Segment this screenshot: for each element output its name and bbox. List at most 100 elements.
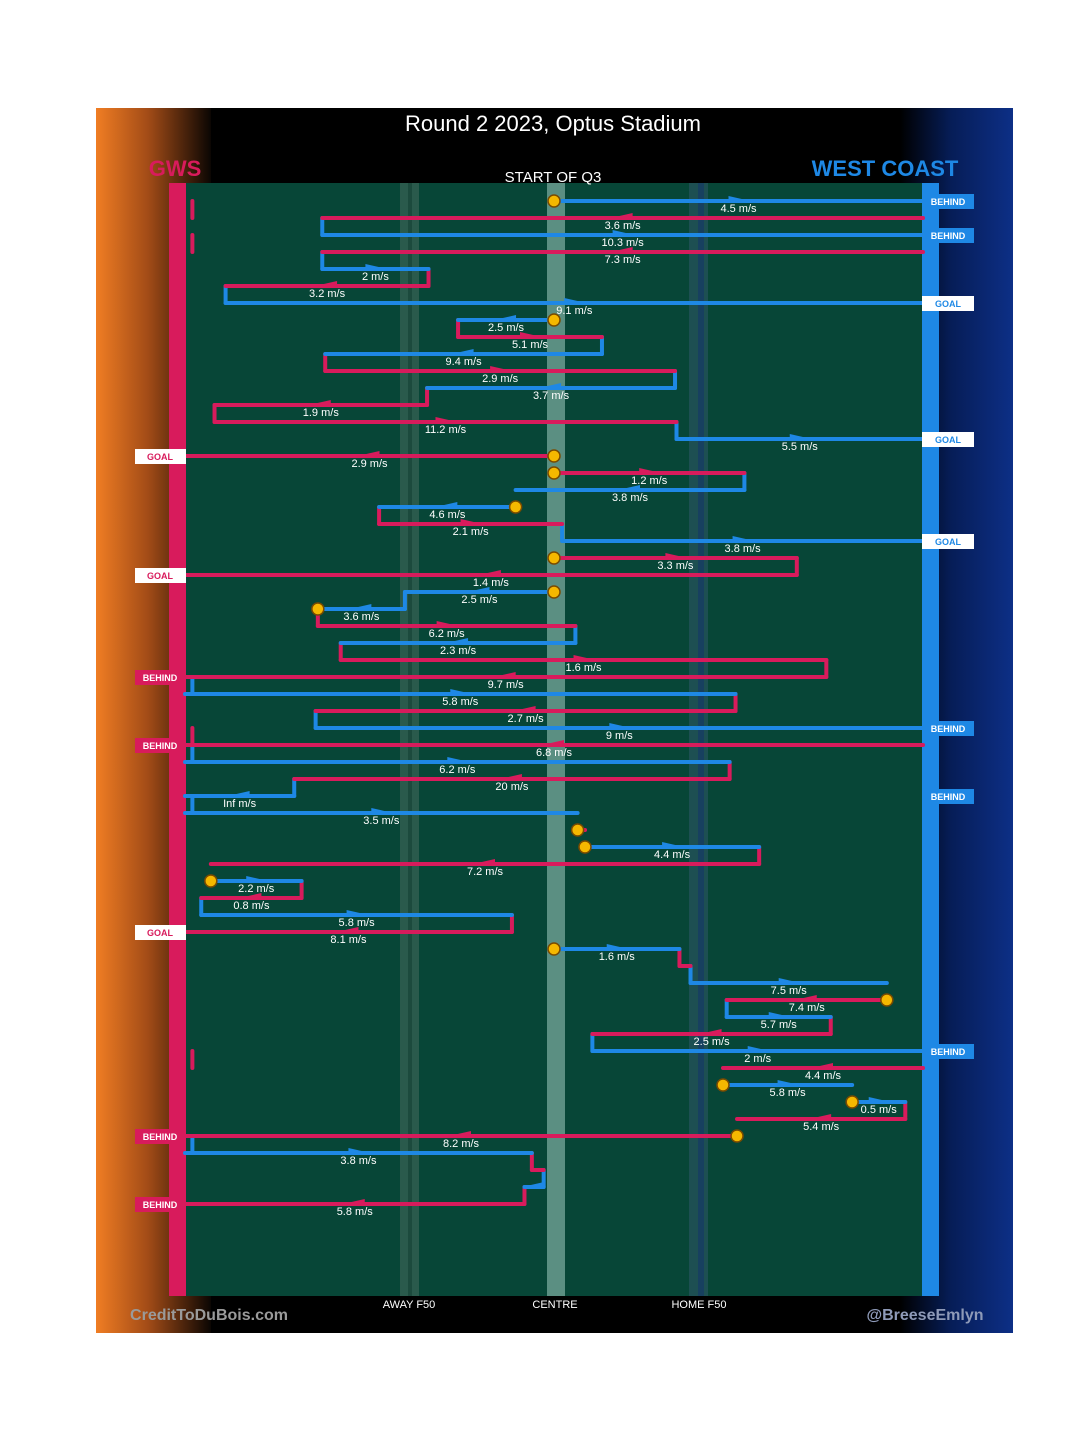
speed-label: 2.1 m/s <box>453 526 490 538</box>
chain-arrow <box>606 944 629 949</box>
outcome-label: GOAL <box>147 928 174 938</box>
outcome-label: GOAL <box>935 537 962 547</box>
chain-arrow <box>315 281 338 286</box>
outcome-label: GOAL <box>935 435 962 445</box>
speed-label: 6.2 m/s <box>439 764 476 776</box>
speed-label: 3.8 m/s <box>340 1155 377 1167</box>
outcome-badge <box>922 721 974 736</box>
chain-arrow <box>811 1063 834 1068</box>
speed-label: 1.6 m/s <box>599 951 636 963</box>
speed-label: 5.8 m/s <box>442 696 479 708</box>
chain-arrow <box>246 876 269 881</box>
speed-label: 2.5 m/s <box>488 322 525 334</box>
chain-arrow <box>227 791 250 796</box>
speed-label: 7.3 m/s <box>605 254 642 266</box>
stoppage-marker <box>570 823 585 837</box>
credit-left: CreditToDuBois.com <box>130 1307 288 1324</box>
chain-arrow <box>460 519 483 524</box>
chain-arrow <box>768 1012 791 1017</box>
outcome-badge <box>135 449 186 464</box>
wce-goal-bar <box>922 183 939 1296</box>
speed-label: 2.5 m/s <box>694 1036 731 1048</box>
speed-label: 6.2 m/s <box>429 628 466 640</box>
chain-arrow <box>478 570 501 575</box>
outcome-label: BEHIND <box>931 231 966 241</box>
speed-label: 3.8 m/s <box>612 492 649 504</box>
speed-label: 2.7 m/s <box>508 713 545 725</box>
period-label: START OF Q3 <box>505 169 602 186</box>
speed-label: 1.2 m/s <box>631 475 668 487</box>
outcome-label: BEHIND <box>143 1200 178 1210</box>
outcome-label: BEHIND <box>143 1132 178 1142</box>
chain-arrow <box>564 298 587 303</box>
outcome-label: GOAL <box>147 452 174 462</box>
speed-label: 0.8 m/s <box>233 900 270 912</box>
speed-label: 11.2 m/s <box>425 424 467 436</box>
speed-label: 5.8 m/s <box>337 1206 374 1218</box>
speed-label: 10.3 m/s <box>602 237 645 249</box>
stoppage-marker <box>730 1129 744 1143</box>
speed-label: 0.5 m/s <box>861 1104 898 1116</box>
chain-arrow <box>494 315 517 320</box>
chain-arrow <box>662 842 685 847</box>
outcome-badge <box>135 568 186 583</box>
speed-label: 6.8 m/s <box>536 747 573 759</box>
speed-label: 9.4 m/s <box>446 356 483 368</box>
chain-arrow <box>542 740 564 745</box>
chain-arrow <box>472 859 495 864</box>
chain-arrow <box>467 587 490 592</box>
speed-label: 2.9 m/s <box>351 458 388 470</box>
chain-arrow <box>868 1097 891 1102</box>
chain-arrow <box>447 757 470 762</box>
speed-label: 3.6 m/s <box>343 611 380 623</box>
chain-arrow <box>342 1199 365 1204</box>
stoppage-marker <box>547 585 561 599</box>
stoppage-marker <box>547 551 561 565</box>
chain-arrow <box>450 689 473 694</box>
tick-label-away-f50: AWAY F50 <box>383 1299 436 1311</box>
speed-label: 2 m/s <box>744 1053 771 1065</box>
outcome-label: GOAL <box>147 571 174 581</box>
chain-arrow <box>699 1029 722 1034</box>
stoppage-marker <box>547 313 561 327</box>
stoppage-marker <box>845 1095 859 1109</box>
speed-label: 3.7 m/s <box>533 390 570 402</box>
chain-arrow <box>449 1131 472 1136</box>
speed-label: 3.6 m/s <box>605 220 642 232</box>
speed-label: 9.1 m/s <box>556 305 593 317</box>
speed-label: 2.9 m/s <box>482 373 519 385</box>
chain-arrow <box>809 1114 832 1119</box>
wce-team-label: WEST COAST <box>812 156 959 181</box>
chain-arrow <box>728 196 751 201</box>
speed-label: 2 m/s <box>362 271 389 283</box>
chain-arrow <box>435 417 458 422</box>
speed-label: 5.8 m/s <box>770 1087 807 1099</box>
speed-label: 2.5 m/s <box>461 594 498 606</box>
speed-label: 4.5 m/s <box>720 203 757 215</box>
speed-label: 3.5 m/s <box>363 815 400 827</box>
chain-arrow <box>499 774 522 779</box>
outcome-badge <box>135 670 186 685</box>
speed-label: 8.2 m/s <box>443 1138 480 1150</box>
chain-arrow <box>777 1080 800 1085</box>
speed-label: 5.4 m/s <box>803 1121 840 1133</box>
outcome-badge <box>922 1044 974 1059</box>
chain-arrow <box>609 723 632 728</box>
chain-layer: 4.5 m/s BEHIND 3.6 m/s 10.3 m/s BEHIND 7.3 m/… <box>135 194 974 1218</box>
stoppage-marker <box>547 942 561 956</box>
speed-label: 1.9 m/s <box>303 407 340 419</box>
outcome-label: BEHIND <box>931 197 966 207</box>
speed-label: 7.2 m/s <box>467 866 504 878</box>
outcome-label: BEHIND <box>931 1047 966 1057</box>
speed-label: 4.6 m/s <box>429 509 466 521</box>
chain-arrow <box>520 332 543 337</box>
tick-label-centre: CENTRE <box>532 1299 577 1311</box>
speed-label: 5.8 m/s <box>339 917 376 929</box>
speed-label: 3.8 m/s <box>725 543 762 555</box>
stoppage-marker <box>547 194 561 208</box>
outcome-badge <box>922 228 974 243</box>
chain-arrow <box>778 978 801 983</box>
chain-arrow <box>371 808 394 813</box>
chain-arrow <box>639 468 662 473</box>
chain-arrow <box>490 366 513 371</box>
